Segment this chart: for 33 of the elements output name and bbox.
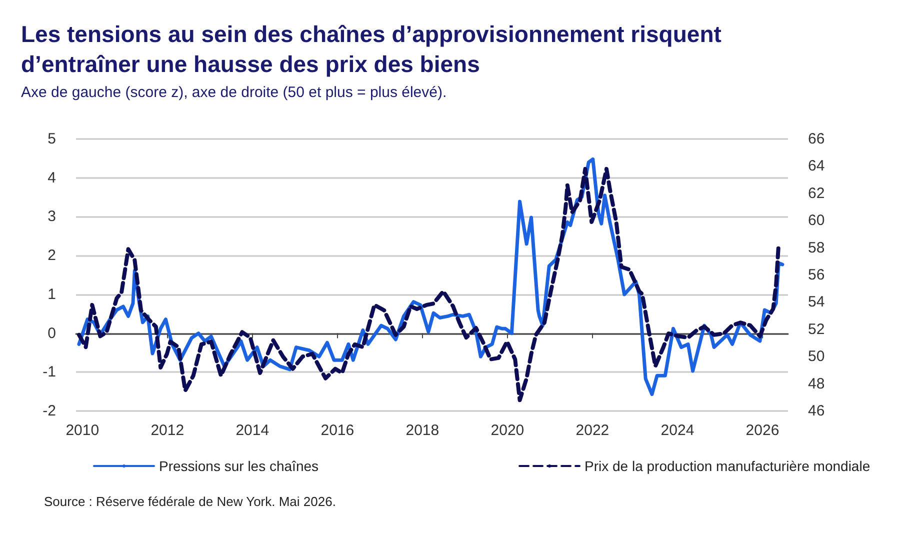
y-tick-label: 0: [48, 324, 56, 342]
x-tick-label: 2020: [490, 422, 524, 439]
y-tick-label: -1: [42, 364, 56, 381]
source-note: Source : Réserve fédérale de New York. Mai 2026.: [44, 494, 336, 509]
y-tick-label: 3: [48, 208, 56, 226]
y-tick-label: 5: [48, 130, 56, 148]
chart-subtitle: Axe de gauche (score z), axe de droite (50 et plus = plus élevé).: [21, 84, 447, 101]
x-tick-label: 2018: [406, 422, 440, 439]
x-tick-label: 2016: [320, 422, 354, 439]
chart-title: Les tensions au sein des chaînes d’approvisionnement risquent d’entraîner une hausse des prix des biens: [21, 21, 728, 77]
x-tick-label: 2026: [746, 422, 780, 439]
x-tick-label: 2024: [660, 422, 694, 439]
legend-label: Prix de la production manufacturière mondiale: [584, 458, 870, 474]
x-tick-label: 2010: [66, 422, 100, 439]
y2-tick-label: 54: [808, 294, 825, 311]
y-tick-label: 2: [48, 247, 56, 264]
y2-tick-label: 48: [808, 375, 825, 392]
legend-label: Pressions sur les chaînes: [159, 458, 319, 474]
y2-tick-label: 46: [808, 402, 825, 420]
y2-tick-label: 62: [808, 184, 825, 202]
x-tick-label: 2022: [576, 422, 610, 439]
y-tick-label: -2: [42, 402, 56, 420]
y-tick-label: 4: [48, 169, 56, 186]
x-tick-label: 2012: [150, 422, 184, 439]
y2-tick-label: 66: [808, 130, 825, 148]
y2-tick-label: 60: [808, 212, 825, 230]
y2-tick-label: 56: [808, 266, 825, 284]
y2-tick-label: 64: [808, 158, 825, 175]
y2-tick-label: 50: [808, 348, 825, 366]
y-tick-label: 1: [48, 286, 56, 303]
x-tick-label: 2014: [236, 422, 270, 439]
y2-tick-label: 52: [808, 320, 825, 338]
y2-tick-label: 58: [808, 239, 825, 256]
